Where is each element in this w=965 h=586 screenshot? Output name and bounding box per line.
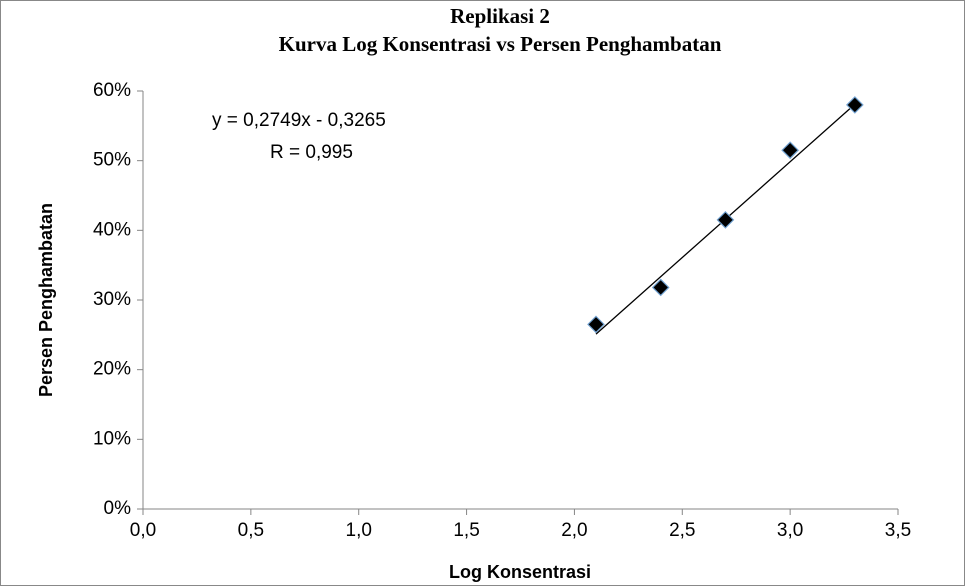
point: [651, 278, 670, 297]
x-tick-label: 1,5: [453, 520, 479, 541]
x-tick-label: 2,5: [669, 520, 695, 541]
x-tick-label: 0,5: [238, 520, 264, 541]
x-tick-label: 1,0: [346, 520, 372, 541]
x-tick-label: 0,0: [130, 520, 156, 541]
point: [846, 96, 864, 114]
point: [587, 315, 605, 334]
y-tick-label: 60%: [93, 80, 131, 101]
point: [716, 211, 735, 229]
point: [781, 141, 799, 160]
y-tick-label: 10%: [93, 428, 131, 449]
x-tick-label: 3,0: [777, 520, 803, 541]
chart-title: Replikasi 2: [450, 4, 550, 28]
y-tick-label: 0%: [104, 498, 132, 519]
y-tick-label: 20%: [93, 359, 131, 380]
y-tick-label: 40%: [93, 219, 131, 240]
equation: y = 0,2749x - 0,3265: [212, 110, 386, 131]
x-tick-label: 3,5: [885, 520, 911, 541]
y-tick-label: 30%: [93, 289, 131, 310]
y-tick-label: 50%: [93, 150, 131, 171]
r-value: R = 0,995: [270, 142, 353, 163]
y-axis-title: Persen Penghambatan: [36, 203, 56, 397]
chart-subtitle: Kurva Log Konsentrasi vs Persen Penghamb…: [279, 32, 722, 56]
x-tick-label: 2,0: [561, 520, 587, 541]
x-axis-title: Log Konsentrasi: [449, 562, 591, 582]
